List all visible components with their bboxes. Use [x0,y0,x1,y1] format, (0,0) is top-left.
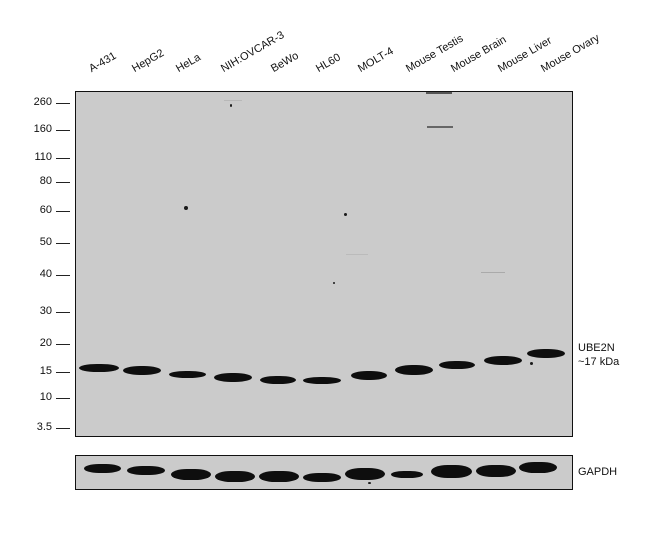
lane-label: BeWo [269,49,301,75]
lane-label: A-431 [87,49,119,75]
mw-marker-label: 80 [39,175,52,187]
ube2n-band [351,371,387,380]
gapdh-band [171,469,211,480]
speck-mark [333,282,335,284]
ube2n-band [123,366,161,375]
lane-label: HepG2 [130,47,167,75]
speck-mark [368,482,371,484]
gapdh-band [345,468,385,480]
lane-label: HL60 [314,51,343,75]
smudge-mark [426,92,452,94]
mw-marker-label: 10 [39,391,52,403]
smudge-mark [224,100,242,101]
ube2n-band [260,376,296,384]
lane-label: MOLT-4 [356,45,396,75]
mw-marker-label: 260 [33,96,52,108]
loading-control-name: GAPDH [578,466,618,478]
mw-marker-label: 20 [39,337,52,349]
target-label: UBE2N ~17 kDa [578,341,619,369]
mw-marker-label: 30 [39,305,52,317]
gapdh-band [259,471,299,482]
ube2n-band [214,373,252,382]
gapdh-band [303,473,341,482]
mw-marker-label: 160 [33,123,52,135]
gapdh-band [391,471,423,478]
ube2n-band [169,371,206,378]
lane-label: HeLa [174,51,203,75]
smudge-mark [481,272,505,273]
mw-marker-tick [56,372,70,373]
ube2n-band [439,361,475,369]
target-name: UBE2N [578,342,615,354]
gapdh-band [84,464,121,473]
mw-marker-tick [56,103,70,104]
mw-marker-tick [56,211,70,212]
mw-marker-tick [56,182,70,183]
main-blot-panel [75,91,573,437]
gapdh-band [519,462,557,473]
ube2n-band [484,356,522,365]
gapdh-band [215,471,255,482]
ube2n-band [395,365,433,375]
gapdh-band [127,466,165,475]
gapdh-band [431,465,472,478]
mw-marker-label: 110 [34,151,52,163]
speck-mark [530,362,533,365]
mw-marker-label: 15 [39,365,52,377]
mw-marker-label: 3.5 [36,421,52,433]
gapdh-blot-panel [75,455,573,490]
ube2n-band [303,377,341,384]
mw-marker-tick [56,398,70,399]
smudge-mark [346,254,368,255]
mw-marker-tick [56,158,70,159]
mw-marker-tick [56,344,70,345]
mw-marker-tick [56,428,70,429]
gapdh-band [476,465,516,477]
mw-marker-tick [56,312,70,313]
ube2n-band [79,364,119,372]
target-size: ~17 kDa [578,356,620,368]
speck-mark [344,213,347,216]
mw-marker-label: 60 [39,204,52,216]
smudge-mark [427,126,453,128]
mw-marker-tick [56,275,70,276]
loading-control-label: GAPDH [578,465,617,479]
speck-mark [230,104,232,107]
mw-marker-label: 50 [39,236,52,248]
mw-marker-tick [56,243,70,244]
ube2n-band [527,349,565,358]
mw-marker-label: 40 [39,268,52,280]
mw-marker-tick [56,130,70,131]
speck-mark [184,206,188,210]
